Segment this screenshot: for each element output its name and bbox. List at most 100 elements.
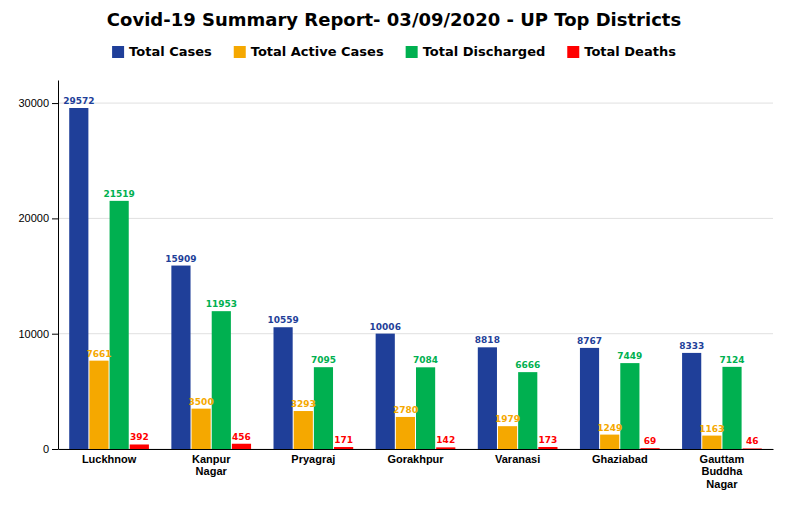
bar bbox=[640, 448, 659, 449]
data-label: 456 bbox=[232, 432, 251, 442]
y-tick-mark bbox=[52, 334, 58, 335]
legend-item: Total Cases bbox=[112, 44, 212, 59]
bars bbox=[69, 108, 762, 449]
data-label: 7095 bbox=[311, 355, 336, 365]
bar bbox=[436, 447, 455, 449]
bar bbox=[518, 372, 537, 449]
x-tick-label: GauttamBuddhaNagar bbox=[700, 453, 745, 490]
data-label: 173 bbox=[539, 435, 558, 445]
legend-item: Total Active Cases bbox=[234, 44, 384, 59]
legend-item: Total Discharged bbox=[406, 44, 546, 59]
y-axis-line bbox=[58, 81, 59, 450]
bar bbox=[69, 108, 88, 449]
bar bbox=[538, 447, 557, 449]
data-label: 11953 bbox=[206, 299, 237, 309]
title: Covid-19 Summary Report- 03/09/2020 - UP… bbox=[107, 9, 681, 30]
data-label: 7661 bbox=[86, 349, 111, 359]
grid-line bbox=[58, 333, 773, 334]
legend-swatch bbox=[406, 46, 418, 58]
bar bbox=[89, 361, 108, 449]
data-label: 7084 bbox=[413, 355, 438, 365]
data-label: 10006 bbox=[370, 322, 401, 332]
bar bbox=[192, 409, 211, 449]
y-tick-mark bbox=[52, 218, 58, 219]
bar bbox=[294, 411, 313, 449]
legend-label: Total Deaths bbox=[584, 44, 676, 59]
bar bbox=[396, 417, 415, 449]
data-label: 46 bbox=[746, 436, 759, 446]
x-tick-label: Gorakhpur bbox=[387, 453, 444, 465]
y-tick-mark bbox=[52, 103, 58, 104]
bar bbox=[580, 348, 599, 449]
x-tick: KanpurNagar bbox=[192, 453, 231, 478]
data-label: 7124 bbox=[719, 355, 744, 365]
legend-swatch bbox=[234, 46, 246, 58]
bar bbox=[232, 444, 251, 449]
x-axis: LuckhnowKanpurNagarPryagrajGorakhpurVara… bbox=[59, 450, 774, 491]
x-tick-label: Luckhnow bbox=[82, 453, 137, 465]
y-tick-label: 20000 bbox=[18, 212, 49, 224]
data-labels: 2957215909105591000688188767833376613500… bbox=[63, 96, 758, 446]
data-label: 3293 bbox=[291, 399, 316, 409]
bar bbox=[110, 201, 129, 449]
x-tick-label-line: Nagar bbox=[706, 478, 738, 490]
bar bbox=[212, 311, 231, 449]
y-tick-label: 10000 bbox=[18, 328, 49, 340]
x-tick: GauttamBuddhaNagar bbox=[700, 453, 745, 490]
x-tick: Gorakhpur bbox=[387, 453, 444, 465]
bar bbox=[600, 435, 619, 449]
legend: Total Cases Total Active Cases Total Disch… bbox=[112, 44, 676, 59]
data-label: 1249 bbox=[597, 423, 622, 433]
data-label: 8333 bbox=[679, 341, 704, 351]
data-label: 29572 bbox=[63, 96, 94, 106]
grid-line bbox=[58, 103, 773, 104]
chart: 0100002000030000LuckhnowKanpurNagarPryag… bbox=[0, 0, 788, 511]
y-tick-label: 0 bbox=[43, 443, 49, 455]
x-tick-label-line: Buddha bbox=[701, 465, 743, 477]
data-label: 8767 bbox=[577, 336, 602, 346]
x-tick-label-line: Gauttam bbox=[700, 453, 745, 465]
x-tick-label: KanpurNagar bbox=[192, 453, 231, 478]
bar bbox=[620, 363, 639, 449]
y-tick: 10000 bbox=[18, 328, 58, 340]
x-tick-label: Varanasi bbox=[495, 453, 540, 465]
bar bbox=[130, 444, 149, 449]
bar bbox=[314, 367, 333, 449]
legend-swatch bbox=[567, 46, 579, 58]
y-tick: 0 bbox=[43, 443, 58, 455]
x-tick-label-line: Varanasi bbox=[495, 453, 540, 465]
x-tick-label-line: Pryagraj bbox=[291, 453, 335, 465]
bar bbox=[376, 334, 395, 449]
x-tick-label: Pryagraj bbox=[291, 453, 335, 465]
data-label: 8818 bbox=[475, 335, 500, 345]
legend-swatch bbox=[112, 46, 124, 58]
y-tick-label: 30000 bbox=[18, 97, 49, 109]
y-tick: 30000 bbox=[18, 97, 58, 109]
data-label: 7449 bbox=[617, 351, 642, 361]
data-label: 2780 bbox=[393, 405, 418, 415]
bar bbox=[743, 448, 762, 449]
y-tick: 20000 bbox=[18, 212, 58, 224]
legend-label: Total Discharged bbox=[423, 44, 546, 59]
y-tick-mark bbox=[52, 449, 58, 450]
x-tick-label-line: Gorakhpur bbox=[387, 453, 444, 465]
data-label: 10559 bbox=[267, 315, 298, 325]
grid-line bbox=[58, 449, 773, 450]
bar bbox=[498, 426, 517, 449]
data-label: 1163 bbox=[699, 424, 724, 434]
data-label: 6666 bbox=[515, 360, 540, 370]
x-tick-label-line: Luckhnow bbox=[82, 453, 137, 465]
x-tick-label-line: Kanpur bbox=[192, 453, 231, 465]
legend-label: Total Active Cases bbox=[251, 44, 384, 59]
x-tick-label-line: Ghaziabad bbox=[592, 453, 648, 465]
x-tick-label: Ghaziabad bbox=[592, 453, 648, 465]
x-tick-label-line: Nagar bbox=[196, 465, 228, 477]
x-tick: Ghaziabad bbox=[592, 453, 648, 465]
x-axis-line bbox=[59, 449, 774, 450]
data-label: 142 bbox=[436, 435, 455, 445]
grid-line bbox=[58, 218, 773, 219]
data-label: 69 bbox=[644, 436, 657, 446]
bar bbox=[478, 347, 497, 449]
data-label: 392 bbox=[130, 432, 149, 442]
data-label: 1979 bbox=[495, 414, 520, 424]
